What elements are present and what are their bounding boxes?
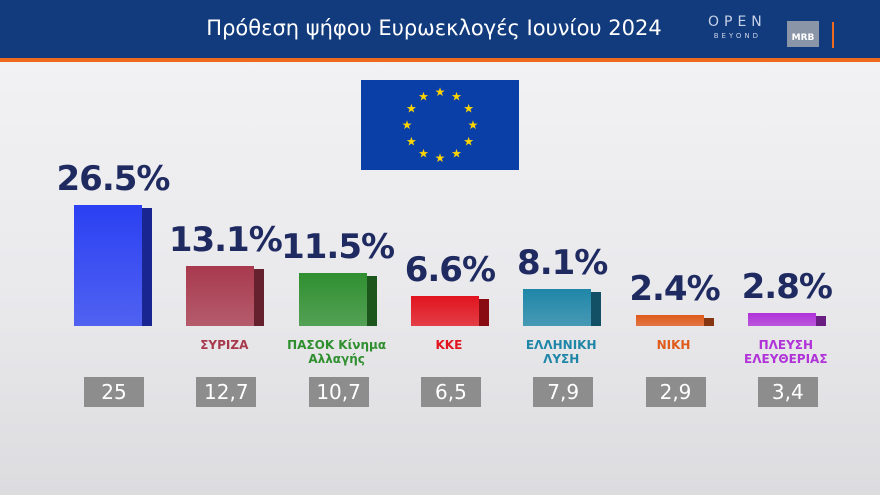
bar [298, 273, 367, 326]
value-label: 11.5% [281, 227, 395, 268]
page-title: Πρόθεση ψήφου Ευρωεκλογές Ιουνίου 2024 [206, 16, 662, 40]
star-icon: ★ [406, 102, 417, 116]
value-label: 26.5% [56, 158, 171, 199]
value-label: 13.1% [168, 220, 283, 261]
value-label: 2.4% [629, 269, 720, 310]
party-logo: ΠΛΕΥΣΗ ΕΛΕΥΘΕΡΙΑΣ [744, 338, 828, 366]
bar [186, 266, 255, 326]
star-icon: ★ [451, 89, 462, 103]
star-icon: ★ [463, 102, 474, 116]
pollster-logo: MRB [787, 21, 819, 47]
star-icon: ★ [402, 118, 413, 132]
eu-flag-icon: ★ ★★★★★★★★★★★ [361, 80, 519, 170]
value-label: 8.1% [517, 242, 608, 283]
star-icon: ★ [406, 135, 417, 149]
bar [747, 313, 816, 326]
value-label: 2.8% [741, 267, 833, 308]
star-icon: ★ [435, 151, 446, 165]
header-bar: Πρόθεση ψήφου Ευρωεκλογές Ιουνίου 2024 O… [0, 0, 880, 62]
party-logo: ΝΙΚΗ [656, 338, 691, 352]
previous-value: 6,5 [420, 377, 481, 407]
star-icon: ★ [418, 147, 429, 161]
party-logo: ΕΛΛΗΝΙΚΗ ΛΥΣΗ [525, 338, 597, 366]
star-icon: ★ [468, 118, 479, 132]
bar [410, 295, 479, 326]
previous-value: 10,7 [308, 377, 369, 407]
previous-value: 25 [84, 377, 144, 407]
party-logo: ΠΑΣΟΚ Κίνημα Αλλαγής [287, 338, 387, 366]
party-logo: ΚΚΕ [435, 338, 463, 352]
bar-side [703, 318, 714, 326]
bar-side [478, 298, 489, 326]
bar-side [254, 269, 265, 326]
previous-value: 7,9 [533, 377, 594, 407]
party-logo: ΣΥΡΙΖΑ [200, 338, 249, 352]
divider [832, 22, 834, 48]
previous-value: 3,4 [757, 377, 818, 407]
value-label: 6.6% [404, 249, 496, 290]
previous-value: 12,7 [196, 377, 257, 407]
bar-side [591, 291, 602, 326]
previous-value: 2,9 [645, 377, 706, 407]
star-icon: ★ [435, 85, 446, 99]
bar-side [815, 316, 826, 326]
bar [74, 204, 142, 326]
bar-side [366, 276, 377, 326]
star-icon: ★ [451, 147, 462, 161]
bar-side [142, 207, 152, 326]
channel-logo: OPEN BEYOND [708, 14, 767, 40]
bar [523, 288, 592, 326]
star-icon: ★ [418, 89, 429, 103]
bar [635, 315, 704, 326]
star-icon: ★ [463, 135, 474, 149]
